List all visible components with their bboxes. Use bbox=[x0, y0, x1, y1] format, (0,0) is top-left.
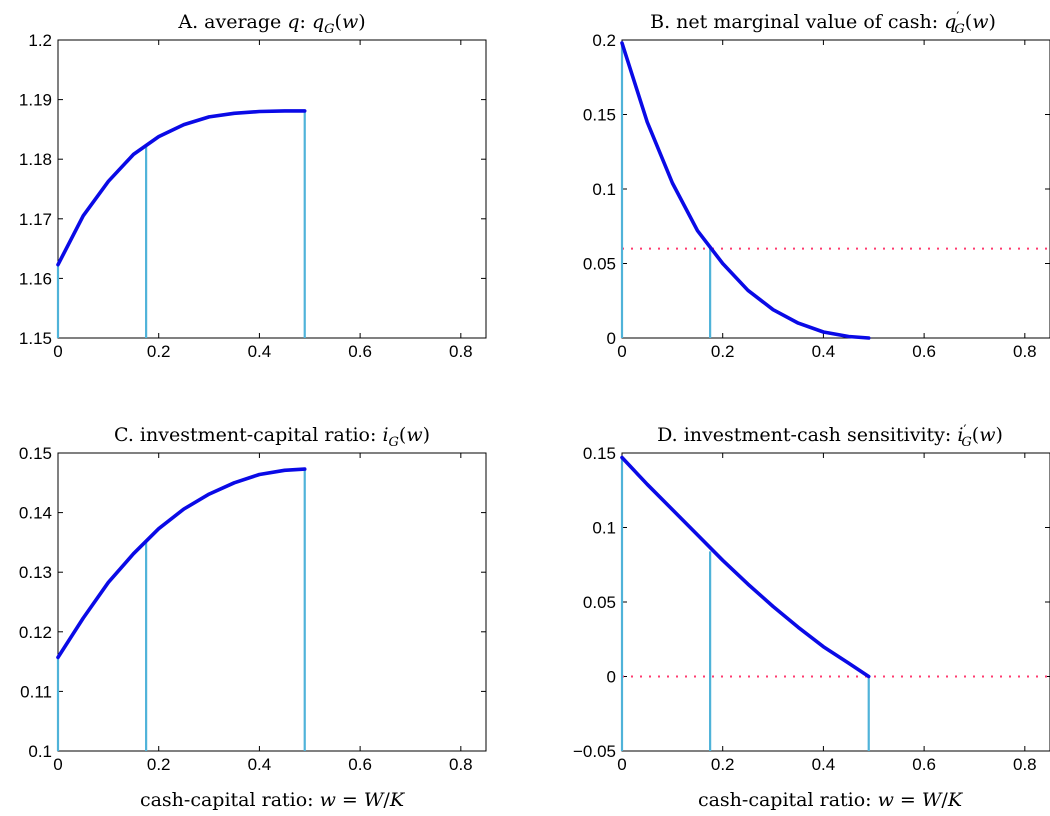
panel-d-axes-frame bbox=[621, 452, 1050, 752]
panel-d-ytick-label: 0.1 bbox=[592, 519, 616, 538]
panel-d-ytick-label: −0.05 bbox=[573, 742, 616, 761]
panel-a-title: A. average q: qG(w) bbox=[177, 11, 365, 37]
panel-d-ytick-label: 0.05 bbox=[583, 593, 616, 612]
panel-c-xtick-label: 0.4 bbox=[248, 755, 272, 774]
panel-c-xtick-label: 0.6 bbox=[348, 755, 372, 774]
panel-a: A. average q: qG(w) 0 0.2 0.4 0.6 0.8 1.15 1.1… bbox=[19, 11, 487, 361]
panel-b-ytick-label: 0.2 bbox=[592, 31, 616, 50]
panel-c-axes-frame bbox=[57, 452, 487, 752]
panel-c-series-curve bbox=[56, 467, 307, 660]
panel-d: D. investment-cash sensitivity: i′ G(w) c… bbox=[573, 423, 1050, 811]
panel-b-ytick-label: 0.05 bbox=[583, 255, 616, 274]
panel-a-ytick-label: 1.18 bbox=[19, 150, 52, 169]
panel-b-xtick-label: 0.2 bbox=[711, 342, 735, 361]
panel-b-ytick-label: 0 bbox=[607, 329, 616, 348]
panel-a-xtick-label: 0.6 bbox=[348, 342, 372, 361]
panel-d-ytick-label: 0.15 bbox=[583, 444, 616, 463]
panel-d-series-curve bbox=[620, 455, 871, 679]
panel-a-series-curve bbox=[56, 109, 307, 267]
panel-c-xtick-label: 0.2 bbox=[147, 755, 171, 774]
panel-a-ytick-label: 1.15 bbox=[19, 329, 52, 348]
panel-a-xtick-label: 0.8 bbox=[449, 342, 473, 361]
panel-b-ytick-label: 0.1 bbox=[592, 180, 616, 199]
panel-a-ytick-label: 1.17 bbox=[19, 210, 52, 229]
panel-b-title: B. net marginal value of cash: q′ G(w) bbox=[650, 10, 996, 37]
panel-c-xtick-label: 0.8 bbox=[449, 755, 473, 774]
panel-a-ytick-label: 1.19 bbox=[19, 91, 52, 110]
panel-b-xtick-label: 0 bbox=[617, 342, 626, 361]
panel-d-xtick-label: 0.4 bbox=[812, 755, 836, 774]
panel-c-xlabel: cash-capital ratio: w = W/K bbox=[140, 789, 406, 811]
panel-b-xtick-label: 0.6 bbox=[912, 342, 936, 361]
panel-a-xtick-label: 0.2 bbox=[147, 342, 171, 361]
panel-b-ytick-label: 0.15 bbox=[583, 106, 616, 125]
panel-d-xtick-label: 0.2 bbox=[711, 755, 735, 774]
panel-c-ytick-label: 0.13 bbox=[19, 563, 52, 582]
panel-b-xtick-label: 0.8 bbox=[1013, 342, 1037, 361]
panel-a-ytick-label: 1.16 bbox=[19, 269, 52, 288]
panel-c-xtick-label: 0 bbox=[53, 755, 62, 774]
panel-c-ytick-label: 0.11 bbox=[20, 682, 52, 701]
panel-b-xtick-label: 0.4 bbox=[812, 342, 836, 361]
panel-d-xtick-label: 0 bbox=[617, 755, 626, 774]
panel-c: C. investment-capital ratio: iG(w) cash-… bbox=[19, 424, 487, 811]
panel-c-ytick-label: 0.15 bbox=[19, 444, 52, 463]
panel-d-title: D. investment-cash sensitivity: i′ G(w) bbox=[657, 423, 1003, 450]
panel-a-xtick-label: 0 bbox=[53, 342, 62, 361]
panel-a-ytick-label: 1.2 bbox=[28, 31, 52, 50]
panel-b-series-curve bbox=[620, 41, 871, 340]
panel-d-xtick-label: 0.6 bbox=[912, 755, 936, 774]
panel-c-ytick-label: 0.14 bbox=[19, 504, 52, 523]
panel-c-ytick-label: 0.1 bbox=[28, 742, 52, 761]
panel-b-axes-frame bbox=[621, 39, 1050, 339]
panel-c-title: C. investment-capital ratio: iG(w) bbox=[114, 424, 430, 450]
panel-d-xtick-label: 0.8 bbox=[1013, 755, 1037, 774]
panel-a-xtick-label: 0.4 bbox=[248, 342, 272, 361]
panel-a-axes-frame bbox=[57, 39, 487, 339]
panel-d-xlabel: cash-capital ratio: w = W/K bbox=[698, 789, 964, 811]
panel-d-ytick-label: 0 bbox=[607, 668, 616, 687]
panel-c-ytick-label: 0.12 bbox=[19, 623, 52, 642]
